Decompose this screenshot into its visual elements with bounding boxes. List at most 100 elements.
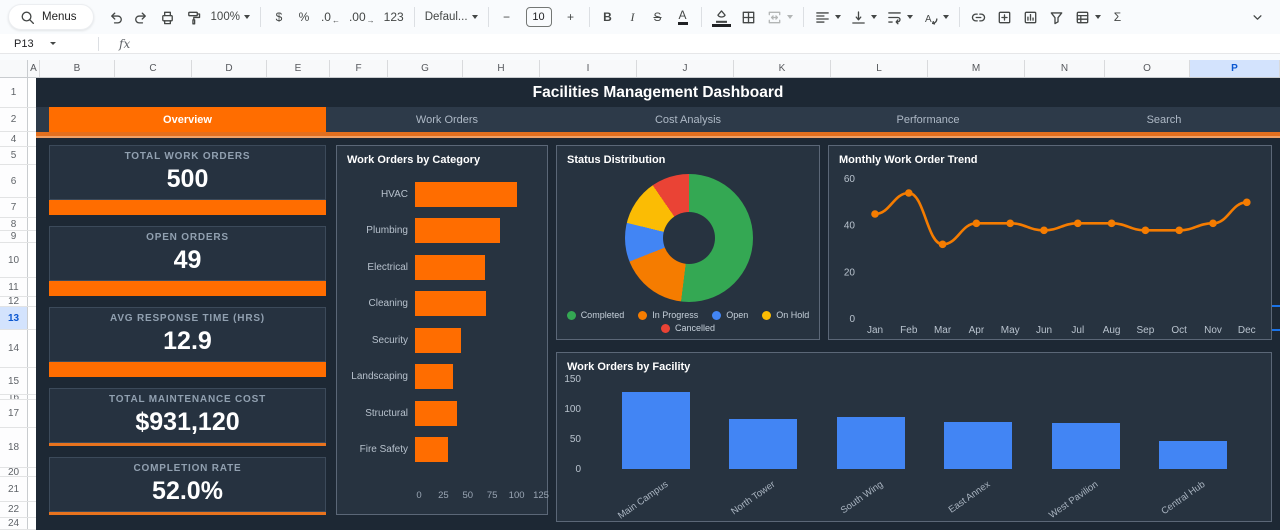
row-header-10[interactable]: 10 bbox=[0, 243, 28, 277]
cell-a[interactable] bbox=[28, 477, 36, 501]
row-header-22[interactable]: 22 bbox=[0, 502, 28, 517]
work-orders-by-category-panel[interactable]: Work Orders by Category HVAC Plumbing Elec… bbox=[336, 145, 549, 515]
row-header-21[interactable]: 21 bbox=[0, 477, 28, 501]
row-header-2[interactable]: 2 bbox=[0, 108, 28, 131]
row-header-5[interactable]: 5 bbox=[0, 147, 28, 164]
zoom-select[interactable]: 100% bbox=[207, 4, 254, 30]
row-header-1[interactable]: 1 bbox=[0, 78, 28, 107]
column-header-I[interactable]: I bbox=[540, 60, 637, 77]
row-header-7[interactable]: 7 bbox=[0, 198, 28, 217]
bold-button[interactable]: B bbox=[603, 10, 612, 24]
cell-a[interactable] bbox=[28, 307, 36, 329]
vertical-align-button[interactable] bbox=[846, 4, 881, 30]
column-header-J[interactable]: J bbox=[637, 60, 734, 77]
column-header-M[interactable]: M bbox=[928, 60, 1025, 77]
column-header-D[interactable]: D bbox=[192, 60, 267, 77]
cell-a[interactable] bbox=[28, 147, 36, 164]
row-header-20[interactable]: 20 bbox=[0, 468, 28, 476]
row-header-18[interactable]: 18 bbox=[0, 428, 28, 467]
column-header-O[interactable]: O bbox=[1105, 60, 1190, 77]
cell-a[interactable] bbox=[28, 518, 36, 529]
column-header-H[interactable]: H bbox=[463, 60, 540, 77]
column-header-A[interactable]: A bbox=[28, 60, 40, 77]
name-box[interactable]: P13 bbox=[0, 38, 96, 50]
tab-cost-analysis[interactable]: Cost Analysis bbox=[654, 113, 722, 126]
merge-cells-button[interactable] bbox=[762, 4, 797, 30]
tab-search[interactable]: Search bbox=[1146, 113, 1182, 126]
table-views-button[interactable] bbox=[1070, 4, 1105, 30]
cell-a[interactable] bbox=[28, 243, 36, 277]
cell-a[interactable] bbox=[28, 78, 36, 107]
cell-a[interactable] bbox=[28, 400, 36, 427]
column-header-K[interactable]: K bbox=[734, 60, 831, 77]
row-header-16[interactable]: 16 bbox=[0, 395, 28, 399]
column-header-L[interactable]: L bbox=[831, 60, 928, 77]
row-header-6[interactable]: 6 bbox=[0, 165, 28, 197]
paint-format-button[interactable] bbox=[181, 4, 206, 30]
redo-button[interactable] bbox=[129, 4, 154, 30]
cell-a[interactable] bbox=[28, 278, 36, 296]
column-header-F[interactable]: F bbox=[330, 60, 388, 77]
toolbar-collapse-button[interactable] bbox=[1245, 4, 1270, 30]
row-header-14[interactable]: 14 bbox=[0, 330, 28, 367]
row-header-12[interactable]: 12 bbox=[0, 297, 28, 306]
menus-button[interactable]: Menus bbox=[8, 4, 94, 30]
cell-a[interactable] bbox=[28, 395, 36, 399]
row-header-13[interactable]: 13 bbox=[0, 307, 28, 329]
increase-decimal-button[interactable]: .00 → bbox=[348, 10, 375, 25]
decrease-decimal-button[interactable]: .0 ← bbox=[320, 10, 340, 25]
cell-a[interactable] bbox=[28, 330, 36, 367]
strikethrough-button[interactable]: S bbox=[653, 10, 662, 24]
column-header-G[interactable]: G bbox=[388, 60, 463, 77]
undo-button[interactable] bbox=[103, 4, 128, 30]
status-distribution-panel[interactable]: Status Distribution Completed In Progress… bbox=[556, 145, 820, 340]
monthly-trend-panel[interactable]: Monthly Work Order Trend 60 40 20 0 Jan Feb Ma… bbox=[828, 145, 1272, 340]
text-wrap-button[interactable] bbox=[882, 4, 917, 30]
cell-a[interactable] bbox=[28, 297, 36, 306]
cell-a[interactable] bbox=[28, 428, 36, 467]
cell-a[interactable] bbox=[28, 502, 36, 517]
cell-a[interactable] bbox=[28, 132, 36, 146]
column-header-P[interactable]: P bbox=[1190, 60, 1280, 77]
cell-a[interactable] bbox=[28, 218, 36, 230]
cell-a[interactable] bbox=[28, 231, 36, 242]
italic-button[interactable]: I bbox=[630, 9, 635, 24]
font-size-input[interactable]: 10 bbox=[520, 4, 558, 30]
column-header-C[interactable]: C bbox=[115, 60, 192, 77]
row-header-15[interactable]: 15 bbox=[0, 368, 28, 394]
insert-comment-button[interactable] bbox=[992, 4, 1017, 30]
print-button[interactable] bbox=[155, 4, 180, 30]
cell-a[interactable] bbox=[28, 468, 36, 476]
borders-button[interactable] bbox=[736, 4, 761, 30]
row-header-11[interactable]: 11 bbox=[0, 278, 28, 296]
row-header-17[interactable]: 17 bbox=[0, 400, 28, 427]
font-select[interactable]: Defaul... bbox=[421, 4, 482, 30]
row-header-4[interactable]: 4 bbox=[0, 132, 28, 146]
fill-color-button[interactable] bbox=[708, 4, 735, 30]
cell-a[interactable] bbox=[28, 198, 36, 217]
insert-link-button[interactable] bbox=[966, 4, 991, 30]
column-header-N[interactable]: N bbox=[1025, 60, 1105, 77]
increase-font-size-button[interactable]: + bbox=[567, 10, 575, 24]
decrease-font-size-button[interactable]: − bbox=[503, 10, 511, 24]
tab-performance[interactable]: Performance bbox=[896, 113, 960, 126]
functions-button[interactable]: Σ bbox=[1113, 10, 1122, 24]
cell-a[interactable] bbox=[28, 368, 36, 394]
row-header-8[interactable]: 8 bbox=[0, 218, 28, 230]
format-currency-button[interactable]: $ bbox=[275, 10, 283, 24]
cell-a[interactable] bbox=[28, 165, 36, 197]
formula-input[interactable] bbox=[140, 34, 1280, 53]
text-color-button[interactable]: A bbox=[671, 4, 695, 30]
tab-overview[interactable]: Overview bbox=[49, 107, 326, 132]
work-orders-by-facility-panel[interactable]: Work Orders by Facility 150 100 50 0 Main Ca… bbox=[556, 352, 1272, 522]
insert-chart-button[interactable] bbox=[1018, 4, 1043, 30]
horizontal-align-button[interactable] bbox=[810, 4, 845, 30]
column-header-B[interactable]: B bbox=[40, 60, 115, 77]
format-percent-button[interactable]: % bbox=[298, 10, 310, 24]
column-header-E[interactable]: E bbox=[267, 60, 330, 77]
tab-work-orders[interactable]: Work Orders bbox=[415, 113, 479, 126]
cell-a[interactable] bbox=[28, 108, 36, 131]
row-header-24[interactable]: 24 bbox=[0, 518, 28, 529]
more-formats-button[interactable]: 123 bbox=[383, 10, 404, 24]
text-rotation-button[interactable]: A bbox=[918, 4, 953, 30]
